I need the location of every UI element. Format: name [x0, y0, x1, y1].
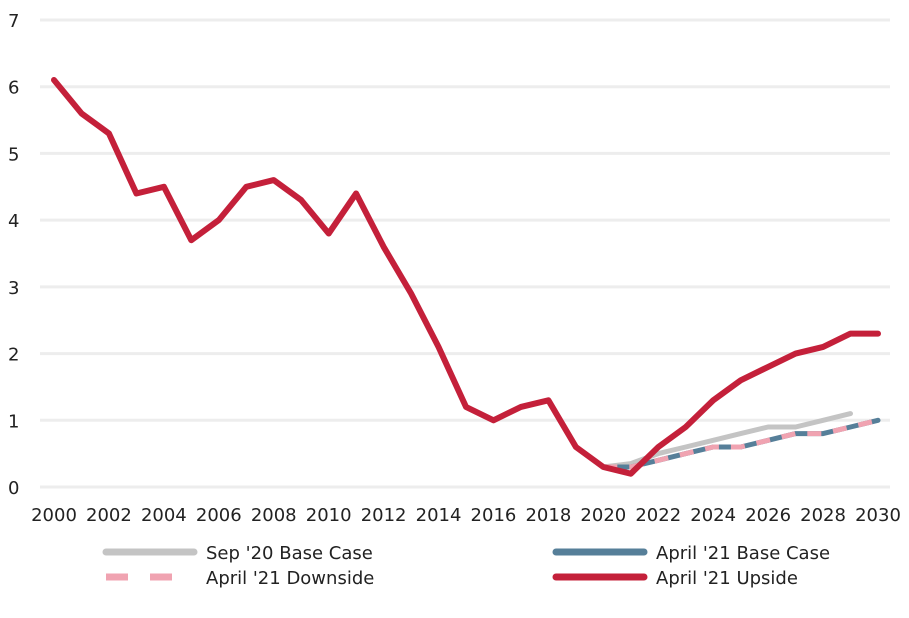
y-tick-label: 1 — [8, 411, 19, 432]
x-tick-label: 2002 — [86, 505, 132, 526]
legend: Sep '20 Base Case April '21 Base Case Apri… — [102, 543, 830, 589]
x-tick-label: 2010 — [306, 505, 352, 526]
x-tick-label: 2008 — [251, 505, 297, 526]
legend-label-1: April '21 Base Case — [656, 543, 830, 564]
x-tick-label: 2016 — [471, 505, 517, 526]
y-tick-label: 6 — [8, 78, 19, 99]
x-tick-label: 2022 — [635, 505, 681, 526]
series-lines — [51, 77, 881, 477]
series-line-2 — [603, 417, 879, 470]
y-tick-label: 0 — [8, 478, 19, 499]
y-tick-label: 3 — [8, 278, 19, 299]
x-tick-label: 2000 — [31, 505, 77, 526]
x-tick-label: 2014 — [416, 505, 462, 526]
series-line-3 — [51, 77, 881, 477]
y-tick-label: 4 — [8, 211, 19, 232]
legend-label-2: April '21 Downside — [206, 568, 374, 589]
x-tick-label: 2026 — [745, 505, 791, 526]
legend-label-0: Sep '20 Base Case — [206, 543, 373, 564]
y-tick-label: 2 — [8, 345, 19, 366]
x-tick-label: 2030 — [855, 505, 901, 526]
x-tick-label: 2020 — [580, 505, 626, 526]
x-tick-label: 2028 — [800, 505, 846, 526]
y-axis: 0 1 2 3 4 5 6 7 — [8, 11, 19, 499]
x-tick-label: 2018 — [525, 505, 571, 526]
x-tick-label: 2006 — [196, 505, 242, 526]
y-tick-label: 7 — [8, 11, 19, 32]
grid-lines — [40, 18, 890, 489]
x-tick-label: 2004 — [141, 505, 187, 526]
y-tick-label: 5 — [8, 144, 19, 165]
x-axis: 2000 2002 2004 2006 2008 2010 2012 2014 2016 2018… — [31, 505, 901, 526]
legend-label-3: April '21 Upside — [656, 568, 798, 589]
x-tick-label: 2024 — [690, 505, 736, 526]
x-tick-label: 2012 — [361, 505, 407, 526]
